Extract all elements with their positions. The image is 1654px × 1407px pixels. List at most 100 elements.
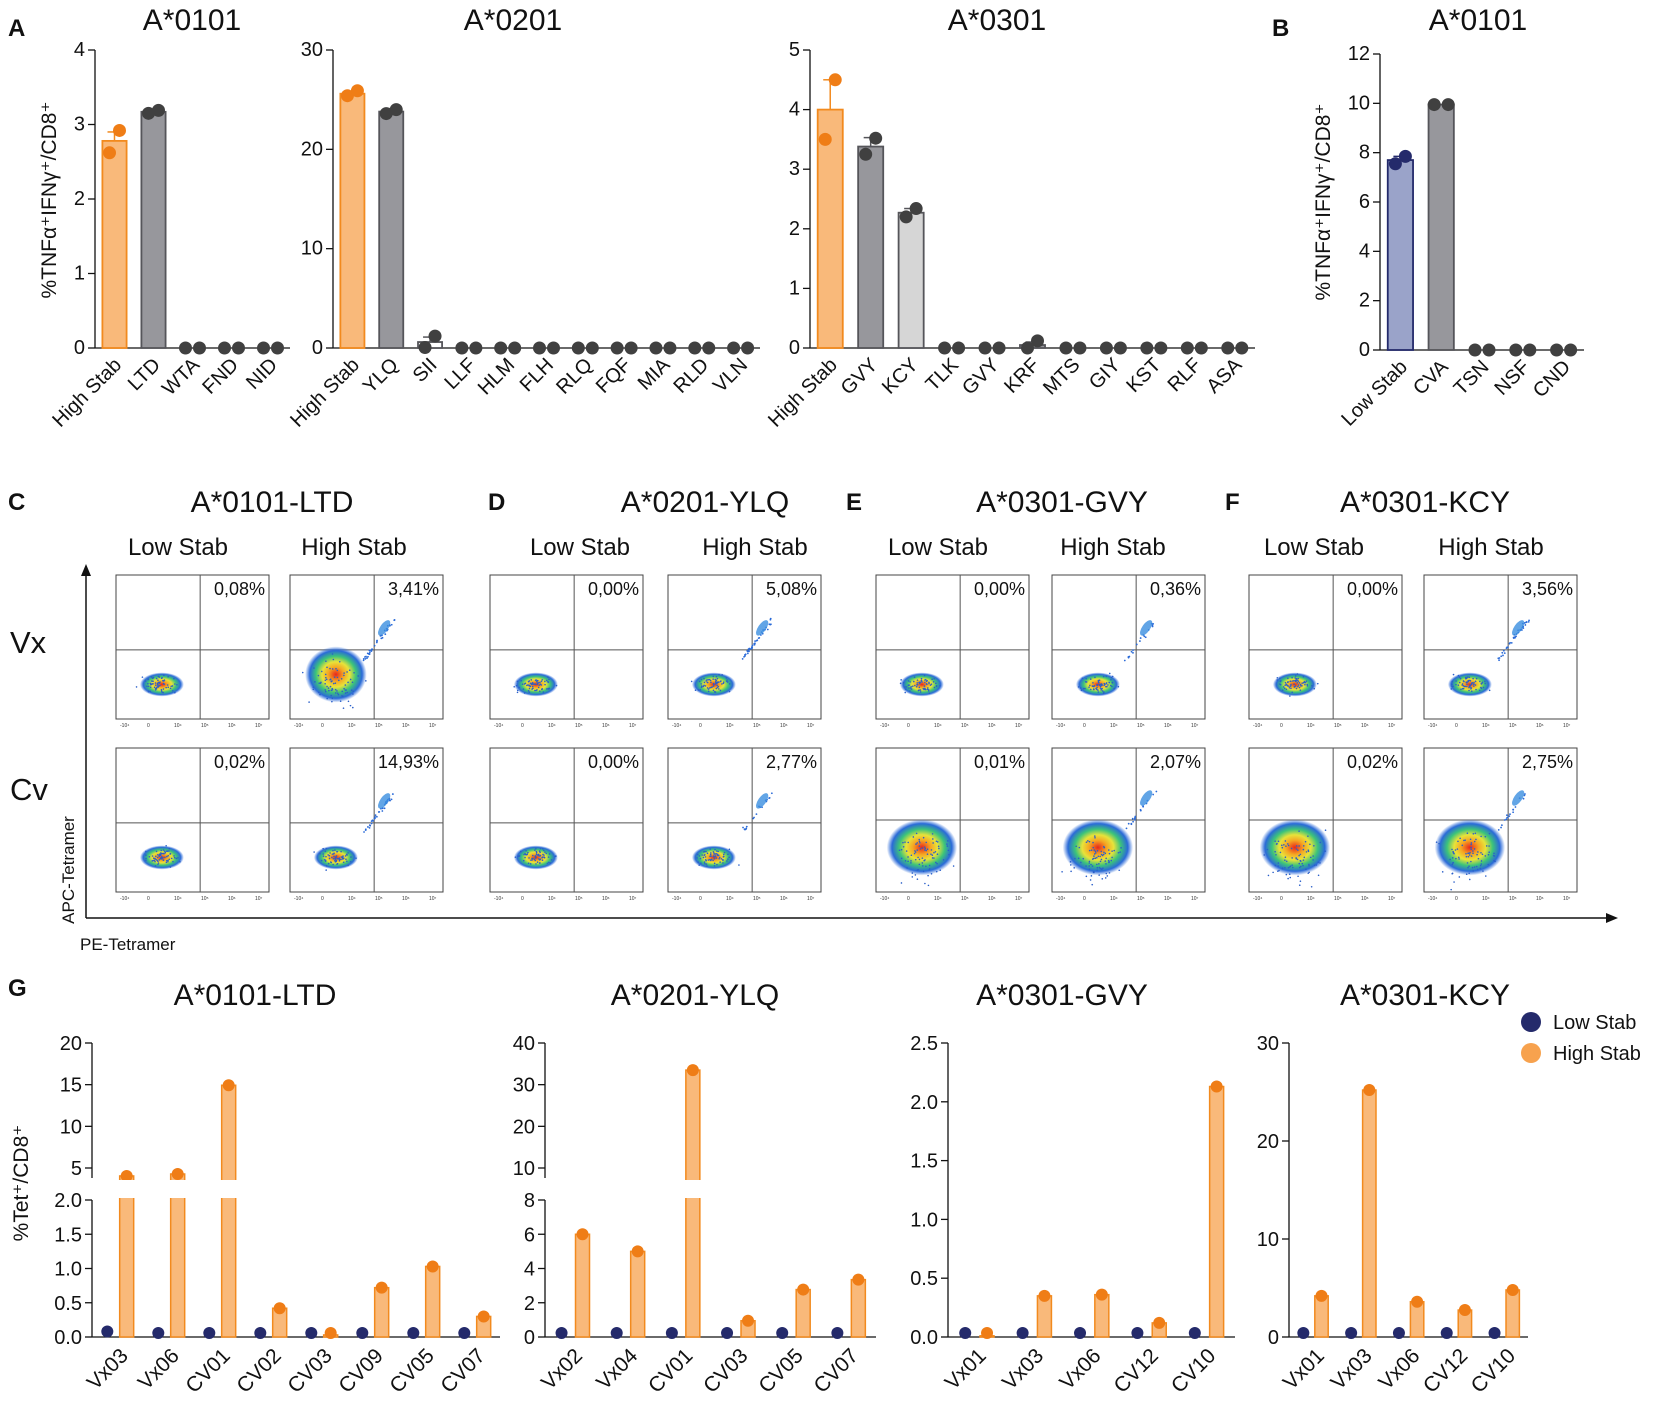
event-dot: [1308, 864, 1310, 867]
data-point: [1099, 341, 1113, 355]
event-dot: [907, 860, 909, 863]
flow-axis-tick: 10⁵: [201, 723, 209, 729]
y-tick-label: 0.5: [54, 1293, 82, 1315]
high-stab-bar: [795, 1288, 811, 1338]
event-dot: [1467, 852, 1469, 855]
event-dot: [1087, 840, 1089, 842]
event-dot: [517, 855, 520, 857]
high-stab-bar: [574, 1233, 591, 1338]
event-dot: [375, 815, 378, 818]
event-dot: [1080, 689, 1083, 691]
event-dot: [1505, 818, 1508, 821]
event-dot: [1457, 674, 1460, 677]
y-tick-label: 6: [1359, 191, 1370, 213]
event-dot: [154, 864, 157, 867]
event-dot: [301, 671, 304, 674]
event-dot: [349, 678, 352, 681]
event-dot: [1092, 846, 1095, 849]
event-dot: [709, 853, 712, 856]
y-tick-label: 10: [1348, 92, 1370, 114]
event-dot: [1294, 677, 1297, 679]
y-tick-label: 0: [1359, 339, 1370, 361]
flow-plot-frame: [1248, 574, 1403, 720]
event-dot: [1093, 849, 1096, 851]
event-dot: [528, 684, 531, 687]
data-point: [909, 202, 923, 216]
event-dot: [535, 850, 538, 853]
event-dot: [158, 681, 161, 684]
flow-axis-tick: 10⁶: [1164, 723, 1172, 729]
flow-axis-tick: 10⁵: [1137, 723, 1145, 729]
event-dot: [747, 650, 749, 653]
event-dot: [916, 679, 919, 681]
event-dot: [335, 860, 338, 863]
event-dot: [1500, 655, 1503, 658]
event-dot: [1308, 863, 1310, 866]
data-point: [727, 341, 741, 355]
event-dot: [709, 858, 711, 861]
event-dot: [1276, 679, 1279, 681]
quadrant-percentage: 0,00%: [974, 579, 1025, 599]
x-tick-label: KST: [1122, 354, 1165, 397]
event-dot: [738, 864, 740, 866]
flow-panel-title: A*0101-LTD: [191, 486, 354, 519]
event-dot: [1324, 829, 1327, 832]
event-dot: [528, 691, 531, 694]
positive-population: [1140, 620, 1153, 636]
flow-plot-frame: [489, 747, 644, 893]
flow-axis-tick: 10⁴: [934, 723, 942, 729]
x-tick-label: VLN: [709, 354, 752, 397]
event-dot: [1118, 869, 1121, 872]
event-dot: [308, 701, 310, 703]
high-stab-point: [1458, 1304, 1471, 1317]
flow-axis-tick: 10⁵: [575, 723, 583, 729]
event-dot: [1274, 864, 1277, 867]
event-dot: [393, 619, 396, 621]
y-tick-label: 1: [789, 277, 800, 299]
flow-axis-tick: 10⁷: [429, 723, 437, 729]
event-dot: [905, 686, 908, 688]
event-dot: [1455, 680, 1457, 682]
event-dot: [713, 864, 716, 867]
event-dot: [910, 860, 912, 862]
chart-title: A*0301-GVY: [976, 979, 1148, 1012]
event-dot: [1281, 689, 1284, 692]
event-dot: [162, 859, 165, 862]
event-dot: [915, 832, 918, 835]
high-stab-bar: [373, 1286, 390, 1338]
data-point: [624, 341, 638, 355]
event-dot: [1312, 855, 1314, 857]
low-stab-point: [959, 1327, 972, 1339]
flow-axis-tick: 10⁷: [1563, 896, 1571, 902]
event-dot: [1093, 853, 1096, 855]
event-dot: [1131, 817, 1134, 820]
event-dot: [350, 856, 352, 858]
flow-axis-tick: 10⁶: [602, 723, 610, 729]
flow-panel-title: A*0301-KCY: [1340, 486, 1510, 519]
event-dot: [1102, 675, 1105, 678]
event-dot: [327, 862, 330, 865]
event-dot: [1289, 866, 1291, 868]
event-dot: [1302, 859, 1305, 861]
flow-plot: 0,02%-10⁴ 0 10⁴ 10⁵ 10⁶ 10⁷: [115, 747, 270, 902]
event-dot: [1102, 867, 1104, 869]
event-dot: [1488, 851, 1490, 853]
quadrant-percentage: 0,08%: [214, 579, 265, 599]
event-dot: [698, 864, 701, 866]
event-dot: [1097, 681, 1100, 684]
event-dot: [913, 680, 915, 683]
event-dot: [904, 841, 906, 843]
flow-axis-tick: 10⁵: [961, 896, 969, 902]
y-tick-label: 2: [789, 218, 800, 240]
event-dot: [705, 680, 707, 682]
high-stab-point: [631, 1245, 644, 1258]
event-dot: [1096, 863, 1098, 866]
event-dot: [1102, 853, 1105, 856]
axis-break-band: [547, 1180, 878, 1198]
event-dot: [1468, 854, 1471, 856]
event-dot: [717, 850, 719, 853]
event-dot: [1101, 878, 1104, 880]
flow-axis-tick: 10⁵: [1509, 723, 1517, 729]
event-dot: [531, 685, 534, 688]
